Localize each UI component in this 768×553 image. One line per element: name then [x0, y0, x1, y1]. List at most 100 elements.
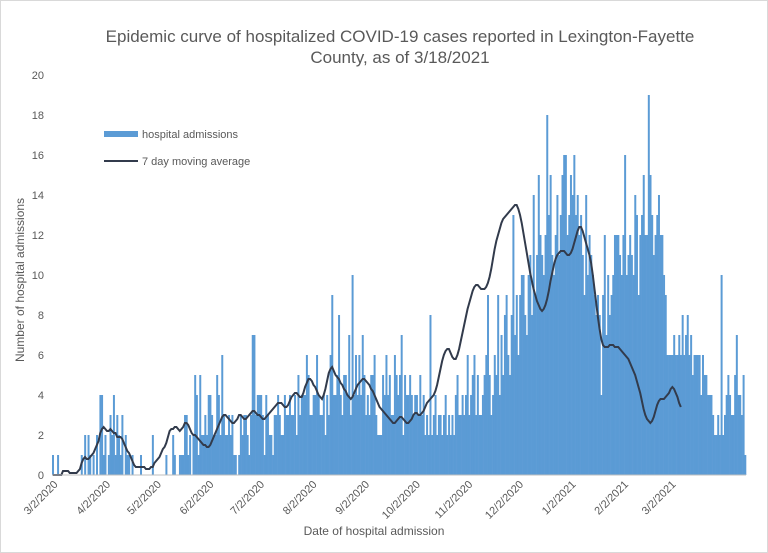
bar	[622, 235, 625, 475]
bar	[216, 375, 219, 475]
bar	[197, 455, 200, 475]
bar	[344, 375, 347, 475]
bar	[470, 395, 473, 475]
bar	[200, 435, 203, 475]
bar	[332, 395, 335, 475]
bar	[221, 355, 224, 475]
bar	[104, 435, 107, 475]
bar	[348, 335, 351, 475]
bar	[544, 235, 547, 475]
bar	[542, 275, 545, 475]
bar	[449, 435, 452, 475]
bar	[524, 315, 527, 475]
bar	[581, 255, 584, 475]
bar	[101, 395, 104, 475]
bar	[277, 395, 280, 475]
bar	[429, 315, 432, 475]
bar	[593, 295, 596, 475]
bar	[654, 235, 657, 475]
legend-label-bars: hospital admissions	[142, 129, 238, 141]
y-tick-label: 6	[38, 350, 44, 362]
bar	[184, 415, 187, 475]
bar	[107, 455, 110, 475]
bar	[212, 435, 215, 475]
bar	[412, 415, 415, 475]
bar	[382, 375, 385, 475]
bar	[377, 435, 379, 475]
bar	[471, 375, 474, 475]
bar	[346, 395, 349, 475]
bar	[498, 395, 501, 475]
bar	[713, 435, 716, 475]
bar	[305, 355, 308, 475]
bar	[502, 375, 505, 475]
bar	[366, 395, 369, 475]
bar	[400, 335, 403, 475]
bar	[554, 235, 557, 475]
bar	[739, 395, 742, 475]
bar	[390, 415, 393, 475]
bar	[642, 175, 645, 475]
y-tick-label: 2	[38, 430, 44, 442]
bar	[607, 275, 610, 475]
bar	[299, 415, 302, 475]
bar	[681, 315, 684, 475]
bar	[241, 435, 244, 475]
bar	[180, 455, 183, 475]
y-tick-label: 16	[32, 150, 44, 162]
bar	[701, 355, 704, 475]
bar	[427, 435, 430, 475]
bar	[327, 415, 330, 475]
bar	[657, 195, 660, 475]
bar	[454, 395, 457, 475]
bar	[229, 435, 232, 475]
bar	[493, 355, 496, 475]
bar	[278, 415, 281, 475]
bar	[448, 415, 451, 475]
bar	[324, 435, 327, 475]
bar	[700, 395, 703, 475]
bar	[583, 295, 586, 475]
bar	[424, 435, 427, 475]
bar	[541, 255, 544, 475]
bar	[613, 235, 616, 475]
bar	[732, 415, 735, 475]
bar	[500, 335, 503, 475]
bar	[178, 455, 181, 475]
bar	[265, 395, 268, 475]
bar	[266, 415, 269, 475]
bar	[395, 375, 398, 475]
bar	[712, 415, 715, 475]
x-tick-label: 6/2/2020	[178, 479, 217, 518]
bar	[478, 415, 481, 475]
bar	[140, 455, 143, 475]
bar	[295, 435, 298, 475]
bar	[725, 395, 728, 475]
bar	[287, 415, 290, 475]
bar	[329, 355, 332, 475]
bar	[490, 415, 493, 475]
bar	[591, 275, 594, 475]
bar	[380, 435, 383, 475]
bar	[734, 375, 737, 475]
bar	[644, 235, 647, 475]
bar	[370, 375, 373, 475]
bar	[270, 435, 273, 475]
bar	[431, 435, 434, 475]
bar	[685, 335, 688, 475]
bar	[459, 415, 462, 475]
bar	[246, 435, 249, 475]
bar	[598, 315, 601, 475]
bar	[419, 375, 422, 475]
bar	[250, 415, 253, 475]
legend: hospital admissions 7 day moving average	[104, 129, 250, 168]
bar	[89, 455, 92, 475]
bar	[710, 395, 713, 475]
bar	[126, 455, 129, 475]
y-tick-label: 18	[32, 110, 44, 122]
bar	[531, 315, 534, 475]
bar-series	[52, 95, 747, 475]
bar	[578, 235, 581, 475]
bar	[735, 335, 738, 475]
bar	[280, 435, 283, 475]
